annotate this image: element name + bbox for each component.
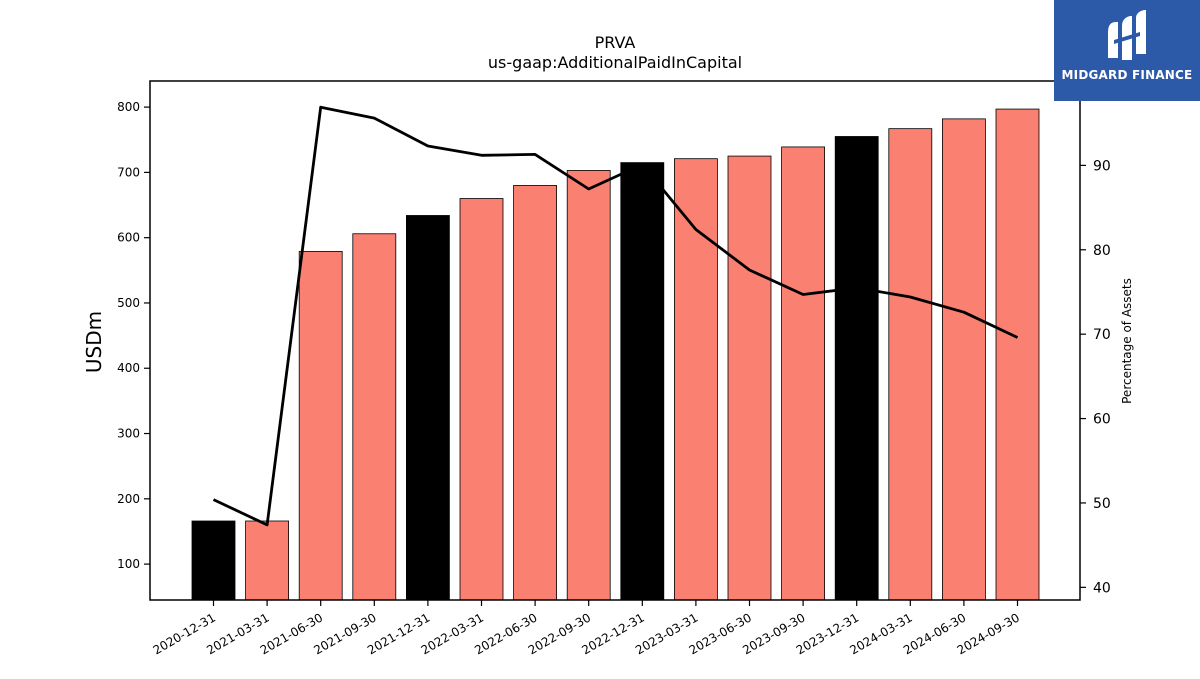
bar-2022-06-30 — [513, 185, 557, 601]
y-tick-label: 600 — [117, 231, 140, 245]
chart-subtitle: us-gaap:AdditionalPaidInCapital — [488, 53, 742, 72]
logo-text: MIDGARD FINANCE — [1061, 68, 1193, 82]
y2-tick-label: 90 — [1093, 158, 1111, 174]
y-tick-label: 100 — [117, 557, 140, 571]
bar-2020-12-31 — [191, 520, 236, 601]
y-tick-label: 500 — [117, 296, 140, 310]
bar-2022-03-31 — [459, 198, 504, 601]
logo-mark-icon — [1108, 10, 1146, 60]
bar-2023-03-31 — [674, 158, 718, 601]
y-axis: 100 200 300 400 500 600 700 800 — [117, 100, 150, 571]
bar-2024-03-31 — [888, 128, 933, 601]
y-tick-label: 300 — [117, 427, 140, 441]
bar-2024-06-30 — [942, 118, 986, 601]
bar-2022-12-31 — [620, 162, 665, 601]
line-group — [212, 105, 1019, 527]
plot-frame — [149, 80, 1081, 601]
percentage-of-assets-line — [212, 105, 1019, 527]
bar-2021-12-31 — [405, 215, 450, 601]
bar-2023-12-31 — [834, 136, 879, 601]
bar-2022-09-30 — [566, 170, 611, 601]
x-axis: 2020-12-312021-03-312021-06-302021-09-30… — [151, 600, 1022, 657]
y2-axis: 40 50 60 70 80 90 — [1080, 158, 1111, 596]
y2-tick-label: 40 — [1093, 580, 1111, 596]
y-tick-label: 400 — [117, 361, 140, 375]
y2-tick-label: 80 — [1093, 243, 1111, 259]
y-tick-label: 700 — [117, 165, 140, 179]
y-axis-label: USDm — [82, 311, 106, 373]
y-tick-label: 800 — [117, 100, 140, 114]
bar-2024-09-30 — [995, 108, 1040, 601]
y-tick-label: 200 — [117, 492, 140, 506]
y2-tick-label: 70 — [1093, 327, 1111, 343]
bar-2023-06-30 — [727, 155, 772, 601]
bar-2021-09-30 — [352, 233, 397, 601]
y2-tick-label: 60 — [1093, 412, 1111, 428]
y2-axis-label: Percentage of Assets — [1120, 278, 1134, 404]
chart-title: PRVA — [595, 33, 636, 52]
bars-group — [191, 108, 1040, 601]
bar-2023-09-30 — [781, 146, 825, 601]
midgard-finance-logo: MIDGARD FINANCE — [1054, 0, 1200, 101]
y2-tick-label: 50 — [1093, 496, 1111, 512]
bar-2021-06-30 — [298, 250, 343, 601]
bar-2021-03-31 — [245, 520, 290, 601]
